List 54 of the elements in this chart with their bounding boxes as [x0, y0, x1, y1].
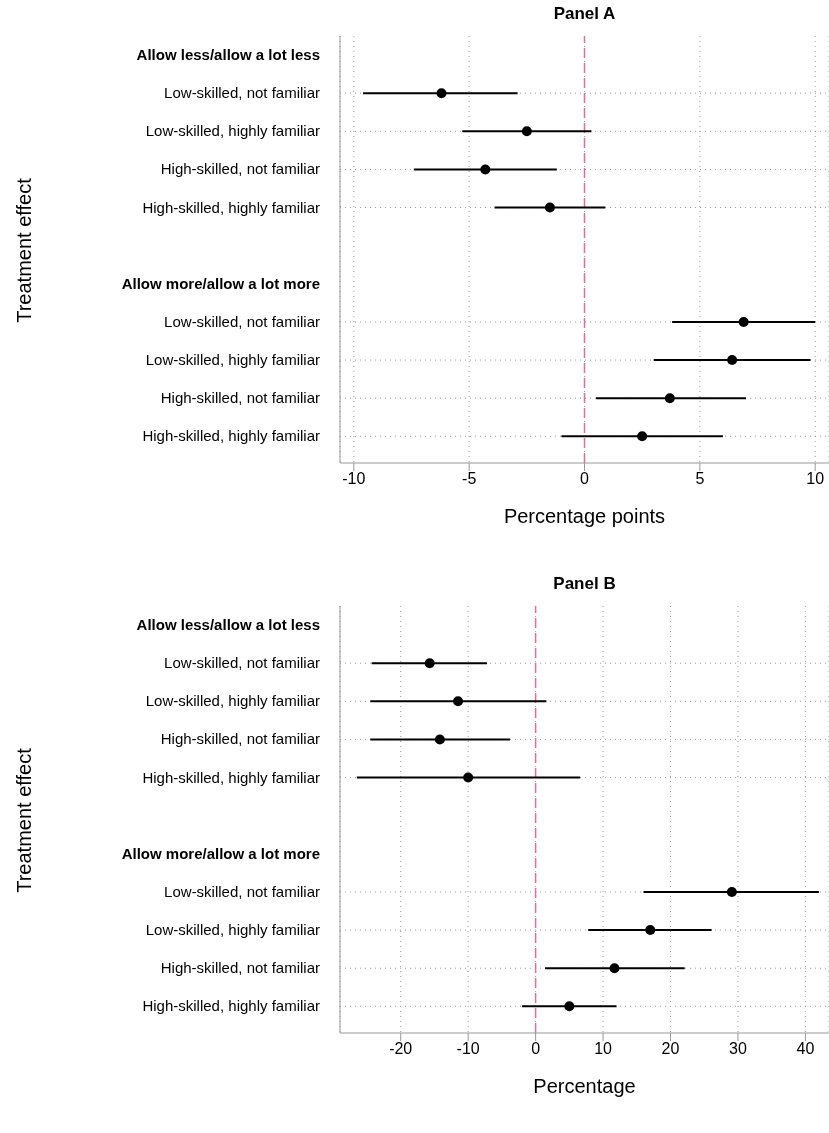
- point: [645, 925, 656, 936]
- point: [463, 772, 474, 783]
- chart-title: Panel A: [552, 4, 617, 24]
- y-tick-label: High-skilled, not familiar: [160, 730, 320, 748]
- y-tick-label: Low-skilled, highly familiar: [145, 351, 320, 369]
- chart-title: Panel B: [552, 574, 617, 594]
- point: [738, 316, 749, 327]
- point: [424, 658, 435, 669]
- y-tick-label: High-skilled, highly familiar: [142, 198, 320, 216]
- point: [727, 355, 738, 366]
- point: [544, 202, 555, 213]
- x-tick-label: -10: [342, 470, 366, 488]
- x-tick-label: 10: [594, 1040, 613, 1058]
- x-tick-label: 0: [531, 1040, 541, 1058]
- y-tick-label: High-skilled, highly familiar: [142, 768, 320, 786]
- y-tick-label: Low-skilled, highly familiar: [145, 692, 320, 710]
- x-tick-label: -10: [456, 1040, 480, 1058]
- x-tick-label: 40: [796, 1040, 815, 1058]
- y-tick-label: Allow more/allow a lot more: [121, 844, 320, 862]
- x-axis-title: Percentage points: [503, 505, 666, 527]
- y-tick-label: High-skilled, not familiar: [160, 160, 320, 178]
- y-tick-label: Low-skilled, highly familiar: [145, 122, 320, 140]
- point: [726, 886, 737, 897]
- y-tick-label: High-skilled, highly familiar: [142, 997, 320, 1015]
- point: [436, 88, 447, 99]
- y-tick-label: Low-skilled, not familiar: [164, 654, 320, 672]
- y-tick-label: High-skilled, not familiar: [160, 389, 320, 407]
- y-tick-label: Low-skilled, highly familiar: [145, 921, 320, 939]
- x-tick-label: 30: [729, 1040, 747, 1058]
- point: [664, 393, 675, 404]
- x-tick-label: 5: [695, 470, 705, 488]
- point: [637, 431, 648, 442]
- y-tick-label: Low-skilled, not familiar: [164, 312, 320, 330]
- y-tick-label: Allow less/allow a lot less: [136, 46, 320, 64]
- y-tick-label: Allow less/allow a lot less: [136, 616, 320, 634]
- y-axis-title: Treatment effect: [12, 747, 36, 895]
- point: [480, 164, 491, 175]
- x-tick-label: 10: [806, 470, 825, 488]
- x-tick-label: -20: [389, 1040, 413, 1058]
- point: [609, 963, 620, 974]
- point: [564, 1001, 575, 1012]
- y-tick-label: Allow more/allow a lot more: [121, 274, 320, 292]
- y-tick-label: Low-skilled, not familiar: [164, 882, 320, 900]
- y-tick-label: Low-skilled, not familiar: [164, 84, 320, 102]
- x-tick-label: 20: [661, 1040, 680, 1058]
- y-axis-title: Treatment effect: [12, 177, 36, 325]
- point: [453, 696, 464, 707]
- x-tick-label: 0: [580, 470, 590, 488]
- point: [434, 734, 445, 745]
- x-tick-label: -5: [462, 470, 477, 488]
- point: [521, 126, 532, 137]
- y-tick-label: High-skilled, highly familiar: [142, 427, 320, 445]
- y-tick-label: High-skilled, not familiar: [160, 959, 320, 977]
- x-axis-title: Percentage: [533, 1075, 636, 1097]
